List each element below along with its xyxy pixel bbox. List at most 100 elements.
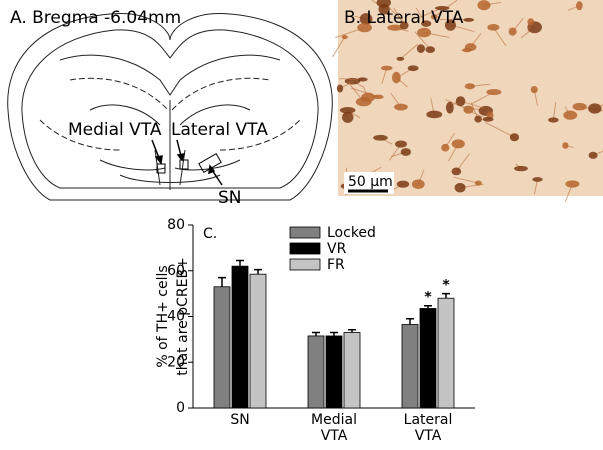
cell bbox=[355, 97, 372, 107]
cell bbox=[454, 182, 466, 193]
significance-star: * bbox=[442, 278, 450, 294]
significance-star: * bbox=[424, 290, 432, 306]
error-bar bbox=[348, 329, 356, 333]
cell bbox=[532, 177, 543, 182]
error-bar bbox=[312, 331, 320, 336]
cell bbox=[588, 151, 598, 159]
bar bbox=[437, 297, 455, 409]
y-tick-label: 20 bbox=[167, 354, 185, 370]
cell bbox=[576, 1, 583, 11]
cell bbox=[426, 110, 443, 119]
cell bbox=[474, 115, 482, 123]
annotation: SN bbox=[218, 188, 242, 208]
legend-swatch bbox=[289, 258, 321, 271]
y-axis-label: that are pCREB+ bbox=[175, 257, 191, 376]
scale-bg bbox=[344, 172, 394, 194]
legend-swatch bbox=[289, 226, 321, 239]
cell bbox=[392, 71, 401, 84]
x-tick-label: SN bbox=[230, 412, 249, 428]
error-bar bbox=[218, 276, 226, 287]
cell bbox=[486, 89, 502, 96]
y-tick-label: 80 bbox=[167, 217, 185, 233]
x-tick-label: Lateral bbox=[404, 412, 453, 428]
cell bbox=[451, 139, 465, 149]
cell bbox=[514, 165, 528, 172]
cell bbox=[451, 167, 462, 176]
cell bbox=[455, 96, 466, 107]
x-tick-label: VTA bbox=[415, 428, 442, 444]
bar bbox=[401, 324, 419, 409]
cell bbox=[341, 34, 348, 40]
error-bar bbox=[424, 304, 432, 309]
cell bbox=[508, 27, 517, 36]
y-tick-label: 40 bbox=[167, 309, 185, 325]
bar bbox=[325, 335, 343, 409]
scale-bar-label: 50 µm bbox=[348, 174, 393, 190]
cell bbox=[474, 180, 482, 186]
cell bbox=[372, 94, 384, 100]
cell bbox=[462, 48, 472, 53]
error-bar bbox=[330, 331, 338, 336]
cell bbox=[373, 134, 388, 141]
fiber bbox=[400, 43, 419, 60]
cell bbox=[444, 19, 456, 31]
cell bbox=[530, 85, 538, 94]
cell bbox=[421, 20, 432, 27]
cell bbox=[482, 116, 494, 122]
cell bbox=[400, 148, 412, 156]
bar bbox=[249, 273, 267, 409]
bar bbox=[231, 265, 249, 409]
cell bbox=[396, 180, 410, 188]
bar bbox=[213, 286, 231, 409]
cell bbox=[357, 77, 368, 82]
legend-label: VR bbox=[327, 241, 347, 257]
cell bbox=[463, 17, 475, 22]
cell bbox=[477, 0, 491, 11]
cell bbox=[376, 0, 392, 8]
panel-c-label: C. bbox=[203, 226, 217, 242]
bar bbox=[307, 335, 325, 409]
fiber bbox=[534, 179, 539, 195]
cell bbox=[548, 117, 559, 123]
cell bbox=[430, 14, 438, 20]
annotation: Medial VTA bbox=[68, 120, 162, 140]
cell bbox=[562, 142, 569, 149]
sn-box bbox=[198, 152, 222, 174]
annotation: Lateral VTA bbox=[171, 120, 268, 140]
cell bbox=[336, 84, 344, 93]
cell bbox=[572, 102, 587, 111]
cell bbox=[395, 140, 407, 148]
cell bbox=[565, 180, 580, 188]
fiber bbox=[485, 122, 515, 138]
cell bbox=[434, 6, 450, 11]
cell bbox=[417, 27, 432, 38]
y-tick-label: 60 bbox=[167, 263, 185, 279]
cell bbox=[563, 110, 578, 120]
x-tick-label: VTA bbox=[321, 428, 348, 444]
cell bbox=[441, 143, 450, 152]
fiber bbox=[332, 36, 346, 58]
cell bbox=[359, 13, 373, 25]
atlas-drawing bbox=[7, 13, 333, 201]
x-tick-label: Medial bbox=[311, 412, 357, 428]
cell bbox=[387, 24, 403, 31]
cell bbox=[588, 103, 602, 114]
legend-label: Locked bbox=[327, 225, 376, 241]
error-bar bbox=[406, 318, 414, 325]
cell bbox=[342, 111, 354, 123]
cell bbox=[425, 46, 436, 53]
panel-b-label: B. Lateral VTA bbox=[344, 8, 464, 28]
fiber bbox=[414, 31, 431, 50]
legend-label: FR bbox=[327, 257, 345, 273]
arrows bbox=[151, 139, 223, 186]
micrograph bbox=[332, 0, 603, 203]
fiber bbox=[552, 101, 557, 121]
panel-a-label: A. Bregma -6.04mm bbox=[10, 8, 181, 28]
fiber bbox=[381, 67, 388, 84]
chart: 0 20 40 60 80 % of TH+ cells that are pCREB+ C.… bbox=[155, 217, 475, 444]
cell bbox=[357, 23, 372, 33]
cell bbox=[487, 23, 500, 31]
cell bbox=[394, 103, 408, 111]
bar bbox=[419, 308, 437, 409]
